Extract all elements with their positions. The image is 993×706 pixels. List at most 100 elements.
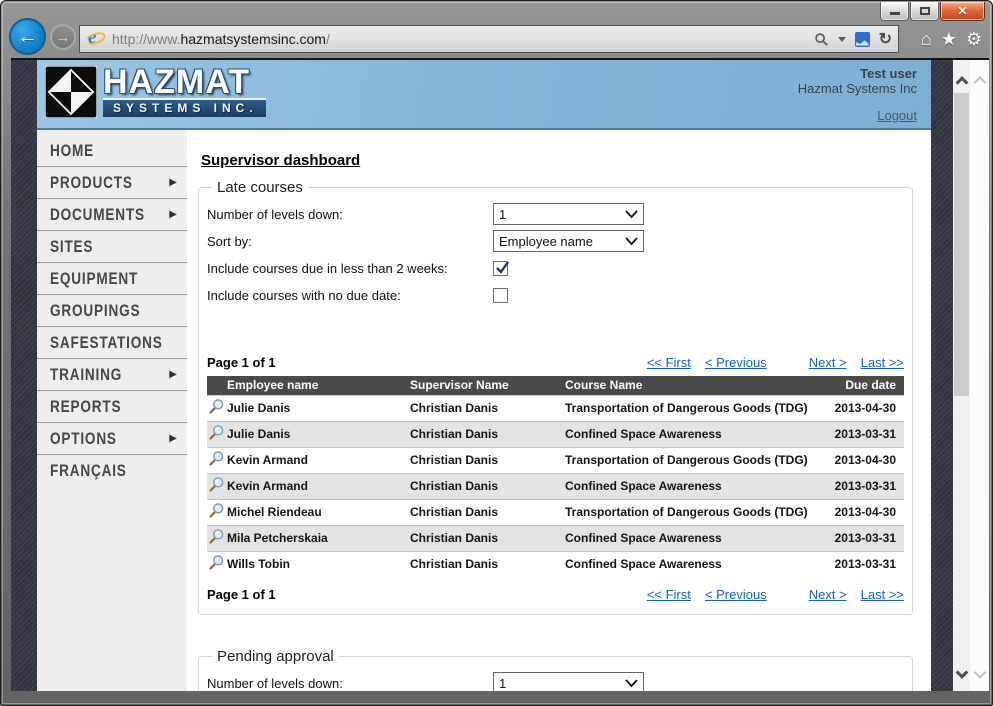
next-page-link[interactable]: Next > [808, 586, 847, 602]
pending-levels-select[interactable]: 1 [493, 672, 644, 691]
col-due-date: Due date [834, 376, 904, 395]
next-page-link[interactable]: Next > [808, 354, 847, 370]
row-search-icon[interactable] [208, 528, 225, 545]
cell-due-date: 2013-04-30 [834, 446, 904, 473]
scroll-up-icon[interactable] [973, 76, 986, 89]
col-supervisor-name: Supervisor Name [410, 376, 565, 395]
sidebar-item-documents[interactable]: DOCUMENTS ▶ [37, 199, 187, 231]
table-row[interactable]: Michel Riendeau Christian Danis Transpor… [207, 498, 904, 525]
include-2weeks-checkbox[interactable] [493, 260, 509, 276]
sidebar-item-options[interactable]: OPTIONS ▶ [37, 423, 187, 455]
browser-scrollbar[interactable] [970, 60, 989, 691]
cell-due-date: 2013-04-30 [834, 394, 904, 421]
previous-page-link[interactable]: < Previous [704, 354, 767, 370]
scrollbar-thumb[interactable] [954, 93, 969, 396]
scroll-up-icon[interactable] [955, 76, 968, 89]
row-search-icon[interactable] [208, 502, 225, 519]
page-viewport: HAZMAT SYSTEMS INC. Test user Hazmat Sys… [11, 58, 989, 691]
url-suffix: / [325, 31, 330, 47]
include-2weeks-label: Include courses due in less than 2 weeks… [207, 260, 448, 276]
minimize-icon[interactable] [880, 2, 909, 21]
sidebar-item-groupings[interactable]: GROUPINGS [37, 295, 187, 327]
sidebar-nav: HOME PRODUCTS ▶ DOCUMENTS ▶ SITES EQUIPMEN… [37, 130, 187, 691]
maximize-icon[interactable] [910, 2, 939, 21]
last-page-link[interactable]: Last >> [860, 586, 904, 602]
cell-supervisor: Christian Danis [410, 472, 565, 499]
compatibility-view-icon[interactable] [854, 31, 870, 47]
settings-gear-icon[interactable]: ⚙ [965, 29, 982, 49]
refresh-icon[interactable]: ↻ [878, 31, 892, 48]
close-icon[interactable]: ✕ [940, 2, 985, 21]
logo-subtitle: SYSTEMS INC. [103, 98, 266, 117]
table-row[interactable]: Mila Petcherskaia Christian Danis Confin… [207, 524, 904, 551]
logout-link[interactable]: Logout [877, 108, 917, 123]
forward-button[interactable]: → [50, 24, 76, 50]
sidebar-item-sites[interactable]: SITES [37, 231, 187, 263]
sidebar-item-reports[interactable]: REPORTS [37, 391, 187, 423]
last-page-link[interactable]: Last >> [860, 354, 904, 370]
cell-course: Confined Space Awareness [565, 472, 834, 499]
levels-select[interactable]: 1 [493, 203, 644, 225]
sidebar-item-home[interactable]: HOME [37, 135, 187, 167]
sidebar-item-safestations[interactable]: SAFESTATIONS [37, 327, 187, 359]
user-name: Test user [860, 66, 917, 81]
back-icon: ← [17, 24, 38, 48]
page-status: Page 1 of 1 [207, 586, 276, 602]
cell-supervisor: Christian Danis [410, 446, 565, 473]
page-scrollbar[interactable] [953, 60, 970, 691]
sidebar-item-francais[interactable]: FRANÇAIS [50, 461, 127, 480]
favorites-star-icon[interactable]: ★ [940, 29, 957, 49]
forward-icon: → [55, 28, 71, 46]
row-search-icon[interactable] [208, 398, 225, 415]
search-dropdown-caret-icon[interactable] [837, 36, 846, 42]
submenu-arrow-icon: ▶ [169, 209, 177, 220]
sidebar-item-training[interactable]: TRAINING ▶ [37, 359, 187, 391]
ie-logo-icon: e [83, 27, 108, 49]
cell-due-date: 2013-03-31 [834, 524, 904, 551]
first-page-link[interactable]: << First [646, 586, 691, 602]
pending-approval-legend: Pending approval [217, 648, 334, 665]
previous-page-link[interactable]: < Previous [704, 586, 767, 602]
sidebar-item-equipment[interactable]: EQUIPMENT [37, 263, 187, 295]
scroll-down-icon[interactable] [955, 666, 968, 679]
table-row[interactable]: Wills Tobin Christian Danis Confined Spa… [207, 550, 904, 577]
cell-employee: Julie Danis [227, 394, 410, 421]
cell-supervisor: Christian Danis [410, 498, 565, 525]
cell-employee: Julie Danis [227, 420, 410, 447]
home-icon[interactable]: ⌂ [920, 29, 932, 49]
pager-bottom: Page 1 of 1 << First < Previous Next > L… [207, 584, 904, 604]
url-domain: hazmatsystemsinc.com [180, 31, 326, 47]
row-search-icon[interactable] [208, 476, 225, 493]
row-search-icon[interactable] [208, 450, 225, 467]
sort-select[interactable]: Employee name [493, 230, 644, 252]
back-button[interactable]: ← [9, 18, 46, 55]
first-page-link[interactable]: << First [646, 354, 691, 370]
logo-title: HAZMAT [103, 63, 250, 101]
include-nodue-checkbox[interactable] [493, 287, 508, 303]
table-row[interactable]: Kevin Armand Christian Danis Confined Sp… [207, 472, 904, 499]
scroll-down-icon[interactable] [973, 666, 986, 679]
cell-course: Transportation of Dangerous Goods (TDG) [565, 394, 834, 421]
window-controls: ✕ [880, 2, 985, 21]
late-courses-table: Employee name Supervisor Name Course Nam… [207, 376, 904, 577]
pending-approval-section: Pending approval Number of levels down: … [198, 648, 913, 691]
row-search-icon[interactable] [208, 554, 225, 571]
cell-due-date: 2013-03-31 [834, 550, 904, 577]
sidebar-item-products[interactable]: PRODUCTS ▶ [37, 167, 187, 199]
hazmat-logo: HAZMAT SYSTEMS INC. [45, 63, 266, 118]
address-bar[interactable]: e http://www. hazmatsystemsinc.com / ↻ [79, 25, 899, 53]
search-icon[interactable] [814, 32, 829, 47]
cell-supervisor: Christian Danis [410, 420, 565, 447]
table-row[interactable]: Julie Danis Christian Danis Confined Spa… [207, 420, 904, 447]
row-search-icon[interactable] [208, 424, 225, 441]
table-row[interactable]: Julie Danis Christian Danis Transportati… [207, 394, 904, 421]
late-courses-legend: Late courses [217, 179, 303, 196]
page-title: Supervisor dashboard [201, 152, 361, 169]
table-row[interactable]: Kevin Armand Christian Danis Transportat… [207, 446, 904, 473]
cell-employee: Michel Riendeau [227, 498, 410, 525]
hazmat-diamond-icon [45, 66, 97, 118]
levels-label: Number of levels down: [207, 675, 343, 691]
submenu-arrow-icon: ▶ [169, 177, 177, 188]
levels-label: Number of levels down: [207, 206, 343, 222]
